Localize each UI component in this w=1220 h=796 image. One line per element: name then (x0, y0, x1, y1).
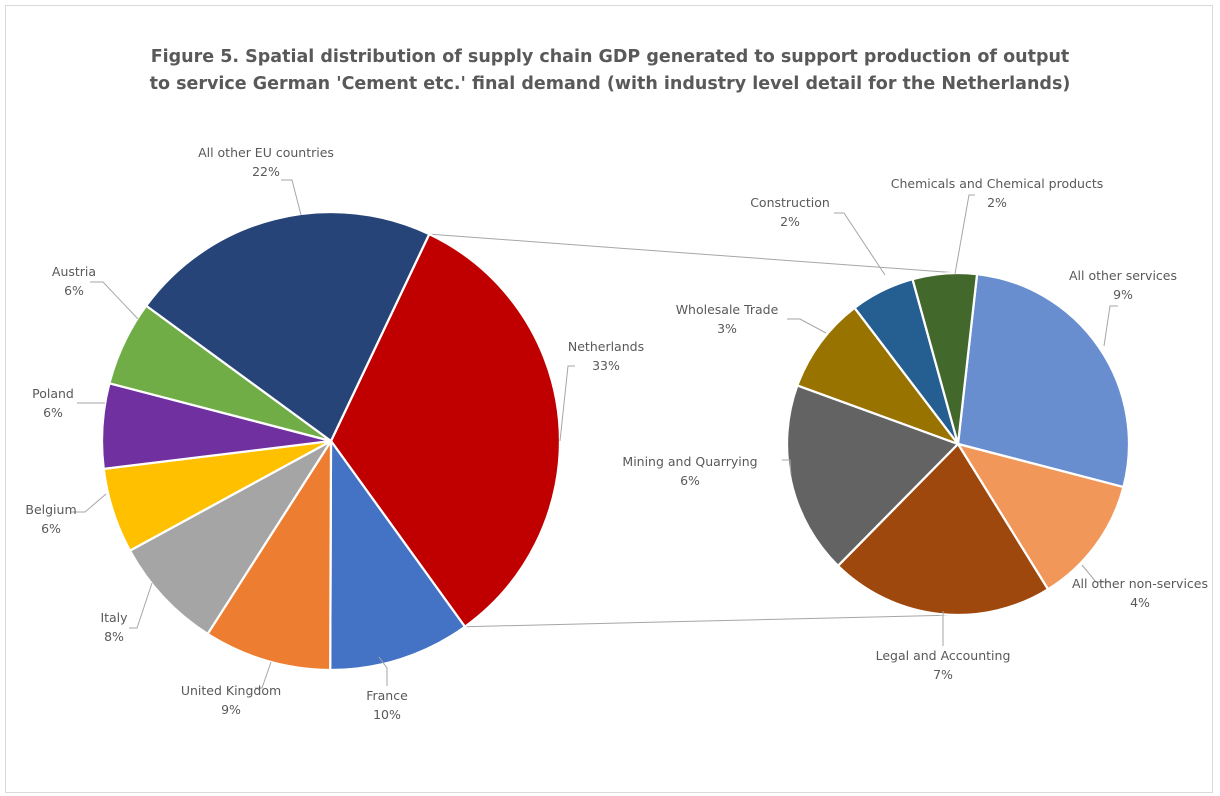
leader-line-mining-and-quarrying (782, 459, 792, 476)
chart-title-line-1: Figure 5. Spatial distribution of supply… (150, 47, 1070, 67)
main-label-value: 22% (252, 164, 280, 179)
leader-line-austria (90, 281, 139, 320)
leader-lines (71, 179, 1118, 689)
detail-label-value: 4% (1130, 595, 1150, 610)
main-slice-all-other-eu-countries (145, 210, 431, 443)
detail-label-legal-and-accounting: Legal and Accounting 7% (876, 648, 1011, 682)
detail-label-name: Chemicals and Chemical products (891, 176, 1104, 191)
detail-slice-mining-and-quarrying (785, 384, 960, 567)
leader-line-construction (834, 212, 886, 276)
detail-label-all-other-services: All other services 9% (1069, 268, 1177, 302)
detail-label-name: Mining and Quarrying (622, 454, 757, 469)
leader-line-netherlands (559, 365, 575, 442)
leader-line-all-other-eu-countries (281, 179, 302, 216)
leader-line-united-kingdom (255, 661, 272, 689)
main-label-value: 9% (221, 702, 241, 717)
leader-line-chemicals-and-chemical-products (954, 194, 975, 275)
detail-slice-all-other-non-services (956, 442, 1125, 591)
main-slice-france (329, 439, 467, 672)
detail-label-all-other-non-services: All other non-services 4% (1072, 576, 1208, 610)
main-label-austria: Austria 6% (52, 264, 96, 298)
detail-slice-chemicals-and-chemical-products (911, 271, 979, 446)
leader-line-all-other-non-services (1081, 564, 1110, 583)
main-label-united-kingdom: United Kingdom 9% (181, 683, 281, 717)
detail-label-wholesale-trade: Wholesale Trade 3% (676, 302, 779, 336)
chart-title-line-2: to service German 'Cement etc.' final de… (149, 74, 1071, 94)
detail-pie (785, 271, 1131, 617)
main-label-value: 6% (64, 283, 84, 298)
detail-label-mining-and-quarrying: Mining and Quarrying 6% (622, 454, 757, 488)
detail-label-name: Construction (750, 195, 830, 210)
main-pie (100, 210, 562, 672)
leader-line-belgium (71, 493, 107, 513)
leader-line-italy (129, 582, 153, 629)
main-label-all-other-eu-countries: All other EU countries 22% (198, 145, 334, 179)
detail-slice-wholesale-trade (796, 306, 960, 446)
main-label-name: Austria (52, 264, 96, 279)
main-slice-united-kingdom (206, 439, 333, 672)
leader-line-france (378, 656, 388, 686)
main-label-value: 10% (373, 707, 401, 722)
detail-slice-legal-and-accounting (836, 442, 1050, 617)
main-label-netherlands: Netherlands 33% (568, 339, 644, 373)
chart-title: Figure 5. Spatial distribution of supply… (0, 44, 1220, 98)
leader-line-all-other-services (1103, 305, 1118, 347)
main-label-value: 6% (41, 521, 61, 536)
detail-label-name: All other services (1069, 268, 1177, 283)
detail-label-value: 9% (1113, 287, 1133, 302)
connector-line-bottom (464, 614, 959, 628)
connector-line-top (429, 233, 959, 274)
main-label-name: Italy (100, 610, 128, 625)
main-label-italy: Italy 8% (100, 610, 128, 644)
leader-line-wholesale-trade (787, 318, 827, 334)
main-label-name: Netherlands (568, 339, 644, 354)
main-label-value: 33% (592, 358, 620, 373)
detail-label-value: 7% (933, 667, 953, 682)
main-label-name: United Kingdom (181, 683, 281, 698)
main-label-name: France (366, 688, 408, 703)
detail-label-value: 2% (780, 214, 800, 229)
detail-label-value: 2% (987, 195, 1007, 210)
main-slice-italy (128, 439, 333, 636)
detail-label-chemicals-and-chemical-products: Chemicals and Chemical products 2% (891, 176, 1104, 210)
main-label-belgium: Belgium 6% (25, 502, 76, 536)
detail-label-value: 6% (680, 473, 700, 488)
main-label-name: Belgium (25, 502, 76, 517)
detail-label-name: Legal and Accounting (876, 648, 1011, 663)
main-label-france: France 10% (366, 688, 408, 722)
detail-slice-all-other-services (956, 272, 1131, 489)
main-label-poland: Poland 6% (32, 386, 74, 420)
main-slice-netherlands (329, 233, 562, 628)
detail-label-name: Wholesale Trade (676, 302, 779, 317)
main-label-name: All other EU countries (198, 145, 334, 160)
detail-label-construction: Construction 2% (750, 195, 830, 229)
detail-label-name: All other non-services (1072, 576, 1208, 591)
main-label-value: 8% (104, 629, 124, 644)
connector-lines (429, 233, 959, 628)
main-label-value: 6% (43, 405, 63, 420)
detail-label-value: 3% (717, 321, 737, 336)
data-labels: Netherlands 33% France 10% United Kingdom 9% I… (25, 145, 1208, 722)
main-label-name: Poland (32, 386, 74, 401)
